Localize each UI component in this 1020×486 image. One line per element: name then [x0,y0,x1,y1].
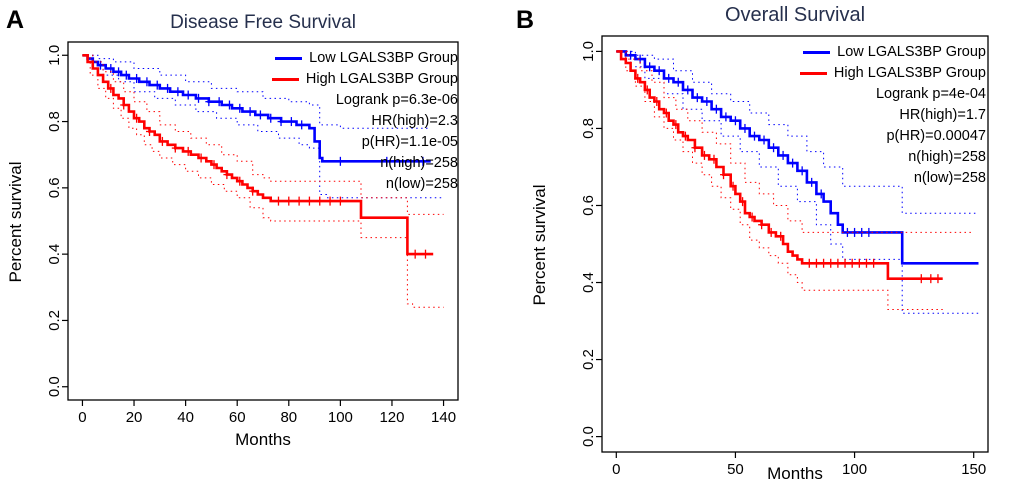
svg-text:0: 0 [78,409,86,426]
x-axis-label-b: Months [767,464,823,483]
svg-text:1.0: 1.0 [580,41,597,62]
svg-text:0.4: 0.4 [46,244,63,265]
svg-text:150: 150 [961,461,986,478]
panel-disease-free-survival: A Disease Free Survival 0 20 40 60 80 100 120 1… [6,6,459,449]
chart-title-overall: Overall Survival [724,4,866,26]
legend-item-high-group: High LGALS3BP Group [271,69,458,90]
legend-a: Low LGALS3BP Group High LGALS3BP Group L… [271,48,458,195]
km-plot-overall: 0 50 100 150 0.0 0.2 0.4 0.6 0.8 1.0 [580,35,989,478]
legend-item-high-group: High LGALS3BP Group [799,63,986,84]
legend-item-low-group: Low LGALS3BP Group [800,42,986,63]
svg-text:0.6: 0.6 [580,195,597,216]
svg-text:0: 0 [612,461,620,478]
panel-label-a: A [6,6,25,34]
svg-text:0.8: 0.8 [46,111,63,132]
low-group-line-swatch [275,57,303,60]
legend-item-low-group: Low LGALS3BP Group [272,48,458,69]
stat-n-low: n(low)=258 [385,176,458,192]
stats-block-b: Logrank p=4e-04 HR(high)=1.7 p(HR)=0.000… [800,84,986,189]
legend-label-low-group: Low LGALS3BP Group [837,44,986,60]
high-group-line-swatch [271,78,299,81]
svg-text:0.2: 0.2 [46,310,63,331]
svg-text:80: 80 [280,409,297,426]
svg-text:0.2: 0.2 [580,349,597,370]
high-group-line-swatch [799,72,827,75]
x-axis-label-a: Months [235,430,291,449]
svg-text:40: 40 [177,409,194,426]
svg-text:0.8: 0.8 [580,118,597,139]
svg-text:120: 120 [379,409,404,426]
legend-label-high-group: High LGALS3BP Group [305,71,458,87]
stat-hr-high: HR(high)=1.7 [899,107,986,123]
chart-title-disease-free: Disease Free Survival [170,12,356,33]
svg-text:20: 20 [126,409,143,426]
panel-overall-survival: B Overall Survival 0 50 100 150 0.0 0.2 0.4 0.6… [510,0,1020,486]
km-plot-disease-free: 0 20 40 60 80 100 120 140 0.0 0.2 0.4 0.6 0.8 1.0 [46,41,459,426]
stat-logrank: Logrank p=6.3e-06 [335,92,458,108]
stat-hr-high: HR(high)=2.3 [371,113,458,129]
panel-label-b: B [516,6,535,34]
svg-text:60: 60 [229,409,246,426]
legend-label-high-group: High LGALS3BP Group [833,65,986,81]
low-group-line-swatch [803,51,831,54]
stats-block-a: Logrank p=6.3e-06 HR(high)=2.3 p(HR)=1.1… [272,90,458,195]
stat-p-hr: p(HR)=0.00047 [886,128,986,144]
svg-text:0.0: 0.0 [46,376,63,397]
y-axis-label-a: Percent survival [6,161,25,283]
legend-b: Low LGALS3BP Group High LGALS3BP Group L… [799,42,986,189]
stat-n-high: n(high)=258 [380,155,458,171]
stat-logrank: Logrank p=4e-04 [875,86,986,102]
svg-text:1.0: 1.0 [46,45,63,66]
stat-p-hr: p(HR)=1.1e-05 [361,134,458,150]
stat-n-low: n(low)=258 [913,170,986,186]
stat-n-high: n(high)=258 [908,149,986,165]
svg-text:140: 140 [431,409,456,426]
svg-text:100: 100 [328,409,353,426]
svg-text:0.6: 0.6 [46,177,63,198]
y-axis-label-b: Percent survival [530,184,549,306]
svg-text:100: 100 [842,461,867,478]
svg-text:50: 50 [727,461,744,478]
svg-text:0.4: 0.4 [580,272,597,293]
svg-text:0.0: 0.0 [580,426,597,447]
legend-label-low-group: Low LGALS3BP Group [309,50,458,66]
